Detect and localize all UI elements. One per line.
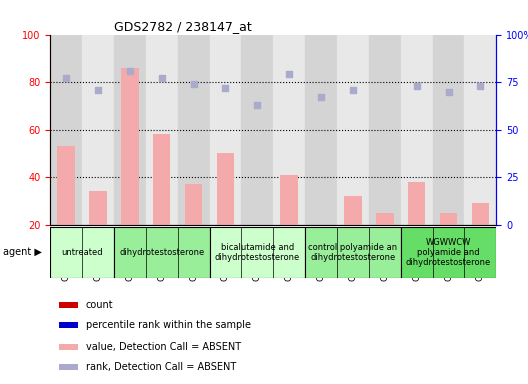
Bar — [59, 344, 78, 350]
Point — [476, 83, 485, 89]
Text: control polyamide an
dihydrotestosterone: control polyamide an dihydrotestosterone — [308, 243, 398, 262]
Bar — [376, 213, 393, 225]
Point — [285, 71, 294, 78]
Text: untreated: untreated — [61, 248, 103, 257]
Bar — [337, 35, 369, 225]
Point — [126, 68, 134, 74]
Point — [190, 81, 198, 87]
Bar — [401, 35, 432, 225]
Text: value, Detection Call = ABSENT: value, Detection Call = ABSENT — [86, 342, 241, 352]
Text: count: count — [86, 300, 114, 310]
Text: percentile rank within the sample: percentile rank within the sample — [86, 320, 251, 330]
Point — [221, 85, 230, 91]
Bar — [216, 153, 234, 225]
Bar — [59, 364, 78, 370]
Point — [94, 87, 102, 93]
Bar — [50, 227, 114, 278]
Bar — [472, 203, 489, 225]
Text: WGWWCW
polyamide and
dihydrotestosterone: WGWWCW polyamide and dihydrotestosterone — [406, 238, 491, 267]
Point — [348, 87, 357, 93]
Bar — [210, 227, 305, 278]
Bar — [50, 35, 82, 225]
Bar — [280, 175, 298, 225]
Bar — [59, 322, 78, 328]
Text: rank, Detection Call = ABSENT: rank, Detection Call = ABSENT — [86, 362, 236, 372]
Bar — [114, 227, 210, 278]
Bar — [114, 35, 146, 225]
Text: bicalutamide and
dihydrotestosterone: bicalutamide and dihydrotestosterone — [215, 243, 300, 262]
Bar — [82, 35, 114, 225]
Bar — [185, 184, 202, 225]
Bar — [121, 68, 138, 225]
Text: agent ▶: agent ▶ — [3, 247, 42, 258]
Point — [253, 102, 261, 108]
Bar — [241, 35, 274, 225]
Bar — [177, 35, 210, 225]
Bar — [274, 35, 305, 225]
Bar — [408, 182, 426, 225]
Text: GDS2782 / 238147_at: GDS2782 / 238147_at — [114, 20, 251, 33]
Bar — [89, 191, 107, 225]
Bar — [305, 35, 337, 225]
Text: dihydrotestosterone: dihydrotestosterone — [119, 248, 204, 257]
Bar — [432, 35, 465, 225]
Bar — [305, 227, 401, 278]
Point — [444, 89, 452, 95]
Bar — [58, 146, 75, 225]
Point — [62, 75, 70, 81]
Bar — [401, 227, 496, 278]
Point — [412, 83, 421, 89]
Bar — [369, 35, 401, 225]
Bar — [344, 196, 362, 225]
Bar — [210, 35, 241, 225]
Bar — [146, 35, 177, 225]
Bar — [465, 35, 496, 225]
Point — [317, 94, 325, 100]
Point — [157, 75, 166, 81]
Bar — [440, 213, 457, 225]
Bar — [153, 134, 171, 225]
Bar — [59, 302, 78, 308]
